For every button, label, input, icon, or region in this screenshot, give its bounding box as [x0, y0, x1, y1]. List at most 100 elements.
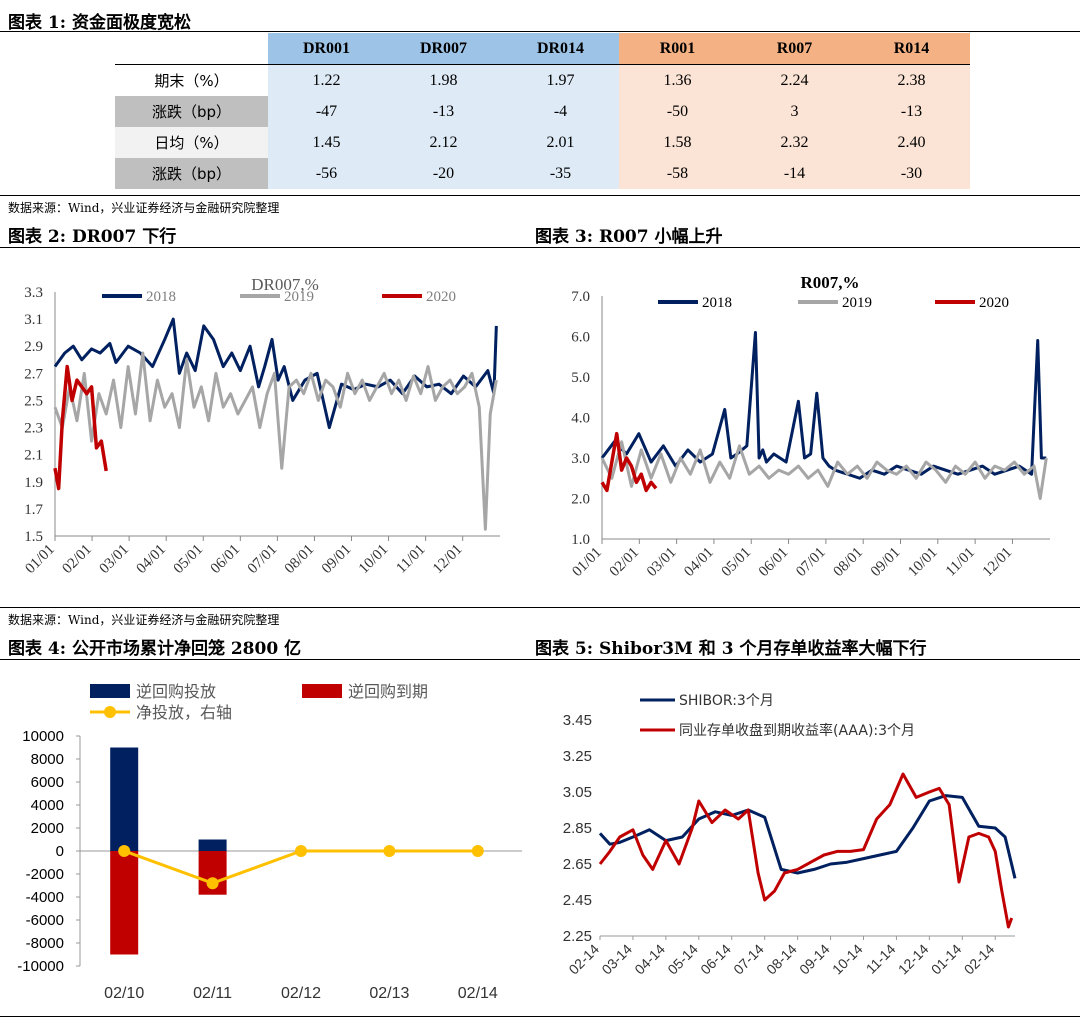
y-tick-label: 10000	[22, 728, 64, 745]
line-point	[471, 845, 484, 857]
cell: -4	[502, 96, 619, 127]
x-tick-label: 03/01	[644, 545, 679, 580]
y-tick-label: 0	[56, 843, 64, 860]
fig3-title: 图表 3: R007 小幅上升	[535, 227, 723, 247]
legend-label: 同业存单收盘到期收益率(AAA):3个月	[679, 722, 915, 739]
y-tick-label: 3.45	[563, 712, 592, 729]
cell: 2.32	[736, 127, 853, 158]
row-label: 期末（%）	[154, 72, 229, 90]
cell: 1.22	[268, 64, 385, 96]
series-line-2018	[53, 317, 498, 430]
cell: 1.58	[619, 127, 736, 158]
x-tick-label: 05-14	[664, 941, 701, 978]
x-tick-label: 02/12	[281, 985, 321, 1002]
fig1-table: DR001 DR007 DR014 R001 R007 R014 期末（%） 1…	[115, 33, 970, 189]
y-tick-label: 1.9	[24, 475, 43, 491]
legend-label: 净投放，右轴	[136, 703, 232, 722]
y-tick-label: 3.25	[563, 748, 592, 765]
x-tick-label: 02/10	[104, 985, 144, 1002]
legend-label: 2020	[426, 289, 456, 305]
y-tick-label: 2.25	[563, 928, 592, 945]
cell: 2.38	[853, 64, 970, 96]
cell: 3	[736, 96, 853, 127]
x-tick-label: 11/01	[393, 542, 428, 577]
chart-title: DR007,%	[251, 275, 319, 294]
x-tick-label: 12-14	[895, 941, 932, 978]
y-tick-label: -4000	[26, 889, 64, 906]
col-header: R007	[736, 33, 853, 65]
y-tick-label: 2.45	[563, 892, 592, 909]
table-row: 涨跌（bp） -56 -20 -35 -58 -14 -30	[115, 158, 970, 189]
table-row: 涨跌（bp） -47 -13 -4 -50 3 -13	[115, 96, 970, 127]
fig1-bottom-rule	[0, 195, 1080, 196]
x-tick-label: 01-14	[928, 941, 965, 978]
col-header: DR001	[268, 33, 385, 65]
cell: -20	[385, 158, 502, 189]
bar-逆回购到期	[110, 851, 139, 955]
legend-label: 2019	[284, 289, 314, 305]
legend-swatch	[302, 684, 342, 698]
x-tick-label: 02/13	[369, 985, 409, 1002]
y-tick-label: -8000	[26, 935, 64, 952]
cell: 2.40	[853, 127, 970, 158]
cell: -14	[736, 158, 853, 189]
y-tick-label: 2000	[31, 820, 64, 837]
x-tick-label: 02/01	[607, 545, 642, 580]
x-tick-label: 06/01	[208, 542, 243, 577]
x-tick-label: 07-14	[730, 941, 767, 978]
y-tick-label: 2.1	[24, 448, 43, 464]
x-tick-label: 02-14	[565, 941, 602, 978]
col-header: R001	[619, 33, 736, 65]
line-point	[295, 845, 307, 857]
y-tick-label: 5.0	[571, 370, 590, 386]
y-tick-label: -6000	[26, 912, 64, 929]
y-tick-label: 6.0	[571, 330, 590, 346]
x-tick-label: 07/01	[793, 545, 828, 580]
fig4-source: 数据来源：Wind，兴业证券经济与金融研究院整理	[8, 613, 280, 627]
cell: 1.45	[268, 127, 385, 158]
legend-label: 逆回购到期	[348, 682, 428, 701]
series-line	[598, 772, 1014, 929]
x-tick-label: 10-14	[829, 941, 866, 978]
series-line	[598, 794, 1017, 879]
cell: 1.36	[619, 64, 736, 96]
y-tick-label: -2000	[26, 866, 64, 883]
legend-label: 2018	[702, 295, 732, 311]
series-line-2019	[53, 351, 498, 531]
cell: -30	[853, 158, 970, 189]
x-tick-label: 10/01	[905, 545, 940, 580]
y-tick-label: 2.85	[563, 820, 592, 837]
x-tick-label: 03/01	[96, 542, 131, 577]
y-tick-label: 6000	[31, 774, 64, 791]
y-tick-label: 3.0	[571, 451, 590, 467]
x-tick-label: 07/01	[245, 542, 280, 577]
series-line-2020	[600, 431, 658, 493]
y-tick-label: 2.5	[24, 393, 43, 409]
y-tick-label: 1.0	[571, 532, 590, 548]
x-tick-label: 05/01	[719, 545, 754, 580]
cell: 1.97	[502, 64, 619, 96]
series-line-2019	[600, 440, 1048, 500]
fig2-chart: 3.3 3.1 2.9 2.7 2.5 2.3 2.1 1.9 1.7 1.501/01 02/01…	[22, 275, 500, 577]
legend-label: 逆回购投放	[136, 682, 216, 701]
y-tick-label: 3.3	[24, 285, 43, 301]
y-tick-label: 4000	[31, 797, 64, 814]
col-header: DR007	[385, 33, 502, 65]
y-tick-label: 2.65	[563, 856, 592, 873]
chart-title: R007,%	[800, 273, 859, 292]
x-tick-label: 08-14	[763, 941, 800, 978]
line-point	[383, 845, 396, 857]
x-tick-label: 03-14	[598, 941, 635, 978]
y-tick-label: 2.0	[571, 492, 590, 508]
series-line-2020	[53, 364, 108, 491]
y-tick-label: 4.0	[571, 411, 590, 427]
cell: 2.01	[502, 127, 619, 158]
legend-label: 2019	[842, 295, 872, 311]
cell: 2.12	[385, 127, 502, 158]
y-tick-label: 1.5	[24, 529, 43, 545]
bar-逆回购投放	[110, 747, 139, 851]
x-tick-label: 09-14	[796, 941, 833, 978]
bar-逆回购投放	[198, 839, 227, 851]
series-line-2018	[600, 330, 1047, 480]
table-row: 日均（%） 1.45 2.12 2.01 1.58 2.32 2.40	[115, 127, 970, 158]
